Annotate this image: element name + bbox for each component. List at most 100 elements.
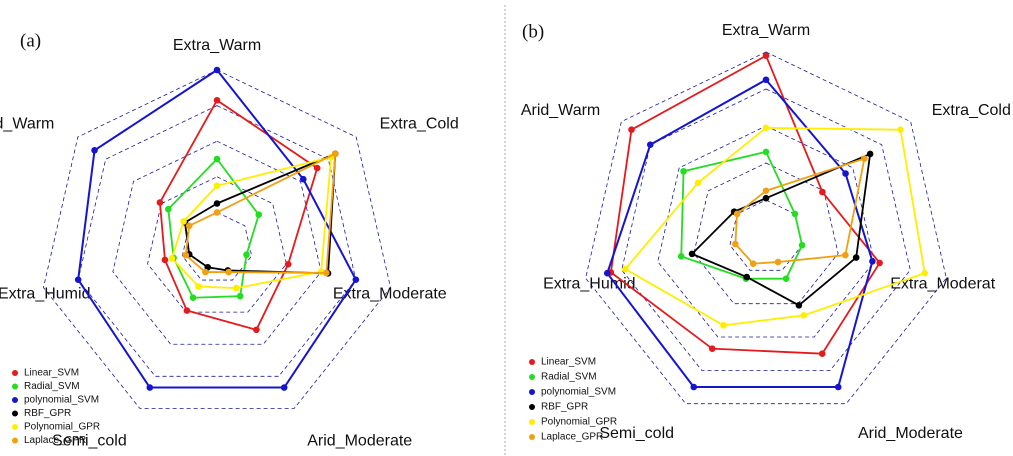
data-point bbox=[774, 258, 782, 266]
data-point bbox=[795, 302, 803, 309]
data-point bbox=[213, 200, 221, 207]
data-point bbox=[182, 251, 190, 259]
legend-label: Linear_SVM bbox=[24, 368, 79, 379]
data-point bbox=[921, 269, 929, 277]
data-point bbox=[213, 96, 221, 104]
data-point bbox=[213, 66, 221, 74]
data-point bbox=[749, 260, 757, 267]
grid-ring bbox=[693, 162, 839, 305]
data-point bbox=[866, 150, 874, 158]
data-point bbox=[352, 276, 360, 283]
data-point bbox=[180, 218, 187, 225]
axis-label: Extra_Warm bbox=[722, 22, 810, 39]
legend-label: Radial_SVM bbox=[24, 381, 80, 392]
axis-label: Arid_Warm bbox=[521, 102, 600, 119]
data-point bbox=[189, 294, 197, 302]
grid-ring bbox=[181, 211, 253, 281]
data-point bbox=[622, 265, 629, 273]
data-point bbox=[762, 76, 770, 84]
series-line bbox=[680, 150, 804, 280]
legend-label: Linear_SVM bbox=[541, 357, 596, 368]
axis-label: Extra_Warm bbox=[173, 37, 261, 54]
legend-label: Polynomial_GPR bbox=[24, 422, 100, 433]
legend-marker bbox=[529, 404, 535, 410]
panel-label: (b) bbox=[522, 21, 544, 42]
data-point bbox=[161, 256, 169, 264]
data-point bbox=[280, 384, 288, 391]
series-line bbox=[690, 152, 872, 307]
data-point bbox=[762, 52, 770, 59]
grid-ring bbox=[77, 105, 357, 377]
data-point bbox=[897, 126, 904, 134]
legend-marker bbox=[12, 370, 18, 376]
data-point bbox=[164, 205, 172, 213]
legend-label: Laplace_GPR bbox=[24, 435, 86, 446]
data-point bbox=[732, 240, 739, 248]
data-point bbox=[253, 326, 260, 334]
grid-ring bbox=[621, 88, 911, 371]
data-point bbox=[213, 209, 221, 216]
legend-marker bbox=[529, 434, 535, 440]
data-point bbox=[869, 257, 876, 265]
data-point bbox=[680, 167, 687, 175]
data-point bbox=[762, 194, 770, 202]
legend-label: RBF_GPR bbox=[24, 408, 71, 419]
data-point bbox=[818, 350, 826, 357]
data-point bbox=[733, 210, 741, 218]
data-point bbox=[233, 284, 240, 292]
legend-label: RBF_GPR bbox=[541, 402, 588, 413]
legend-marker bbox=[529, 389, 535, 395]
legend-label: Radial_SVM bbox=[541, 372, 597, 383]
series-line bbox=[77, 68, 357, 389]
grid-ring bbox=[43, 69, 391, 409]
data-point bbox=[762, 124, 770, 132]
grid-ring bbox=[585, 51, 947, 405]
legend-marker bbox=[529, 374, 535, 380]
data-point bbox=[690, 383, 698, 391]
data-point bbox=[284, 260, 292, 268]
legend-marker bbox=[12, 410, 18, 417]
legend-marker bbox=[12, 424, 18, 430]
data-point bbox=[225, 268, 232, 276]
axis-label: Semi_cold bbox=[52, 433, 127, 450]
data-point bbox=[168, 254, 176, 262]
data-point bbox=[628, 126, 635, 134]
data-point bbox=[146, 384, 154, 391]
data-point bbox=[842, 170, 849, 177]
data-point bbox=[255, 211, 263, 219]
data-point bbox=[743, 273, 751, 281]
data-point bbox=[243, 251, 250, 259]
data-point bbox=[323, 269, 330, 277]
data-point bbox=[800, 312, 808, 319]
legend-label: polynomial_SVM bbox=[24, 395, 99, 406]
data-point bbox=[331, 150, 339, 157]
data-point bbox=[819, 188, 826, 196]
panel-label: (a) bbox=[20, 30, 41, 51]
data-point bbox=[852, 254, 860, 261]
series-line bbox=[609, 54, 881, 355]
legend-marker bbox=[12, 383, 18, 390]
legend-label: Polynomial_GPR bbox=[541, 417, 617, 428]
axis-label: Extra_Cold bbox=[932, 102, 1011, 119]
data-point bbox=[861, 155, 868, 162]
axis-label: Semi_cold bbox=[599, 425, 674, 442]
data-point bbox=[842, 251, 849, 259]
legend-label: Laplace_GPR bbox=[541, 432, 603, 443]
data-point bbox=[694, 179, 702, 187]
data-point bbox=[202, 268, 209, 276]
series-line bbox=[167, 157, 260, 299]
data-point bbox=[74, 276, 82, 283]
data-point bbox=[688, 250, 696, 258]
data-point bbox=[603, 269, 611, 277]
data-point bbox=[834, 383, 842, 391]
series-line bbox=[159, 98, 319, 331]
axis-label: Arid_Warm bbox=[0, 116, 54, 133]
axis-label: Extra_Moderate bbox=[333, 286, 447, 303]
grid-ring bbox=[657, 125, 875, 338]
grid-ring bbox=[112, 140, 322, 345]
series-line bbox=[623, 126, 926, 327]
series-line bbox=[734, 157, 866, 265]
data-point bbox=[313, 164, 321, 172]
data-point bbox=[677, 253, 685, 260]
